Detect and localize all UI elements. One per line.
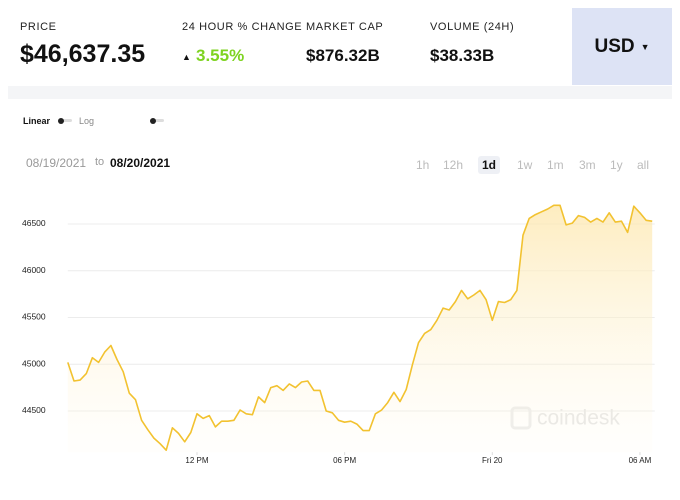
caret: ▼ — [640, 41, 650, 52]
price-value: $46,637.35 — [20, 40, 146, 68]
toggle-switch[interactable] — [150, 117, 164, 124]
toggle-switch[interactable] — [58, 117, 72, 124]
scale-option[interactable]: Linear — [23, 116, 51, 126]
time-range-button[interactable]: 1y — [610, 158, 623, 172]
stat-label: VOLUME (24H) — [430, 21, 515, 33]
date-from: 08/19/2021 — [26, 156, 87, 170]
y-tick-label: 44500 — [22, 405, 46, 415]
up-arrow: ▲ — [182, 52, 191, 62]
date-separator: to — [95, 156, 105, 168]
header-divider — [8, 86, 672, 99]
toggle-knob — [150, 117, 156, 124]
time-range-button[interactable]: 1h — [416, 158, 430, 172]
y-tick-label: 46500 — [22, 218, 46, 228]
x-tick-label: 12 PM — [185, 456, 208, 465]
stat-value: $876.32B — [306, 46, 380, 65]
stat-label: MARKET CAP — [306, 21, 384, 33]
toggle-knob — [58, 117, 64, 124]
time-range-button[interactable]: 1d — [478, 156, 501, 174]
time-range-button[interactable]: 1w — [517, 158, 533, 172]
stat-label: 24 HOUR % CHANGE — [182, 21, 303, 33]
time-range-button[interactable]: 12h — [443, 158, 464, 172]
area-fill — [67, 205, 653, 453]
stat-value: $38.33B — [430, 46, 495, 65]
y-tick-label: 46000 — [22, 265, 46, 275]
x-tick-label: 06 AM — [629, 456, 652, 465]
x-tick-label: Fri 20 — [482, 456, 503, 465]
stat-label: PRICE — [20, 21, 57, 33]
price-line — [67, 204, 653, 451]
currency-label: USD — [594, 35, 635, 57]
currency-button[interactable]: USD ▼ — [572, 8, 672, 85]
change-value: 3.55% — [196, 46, 245, 65]
y-tick-label: 45000 — [22, 358, 46, 368]
x-tick-label: 06 PM — [333, 456, 356, 465]
time-range-button[interactable]: 3m — [579, 158, 596, 172]
y-tick-label: 45500 — [22, 312, 46, 322]
time-range-button[interactable]: 1m — [547, 158, 564, 172]
scale-option[interactable]: Log — [79, 116, 95, 126]
time-range-button[interactable]: all — [637, 158, 650, 172]
date-to: 08/20/2021 — [110, 156, 171, 170]
